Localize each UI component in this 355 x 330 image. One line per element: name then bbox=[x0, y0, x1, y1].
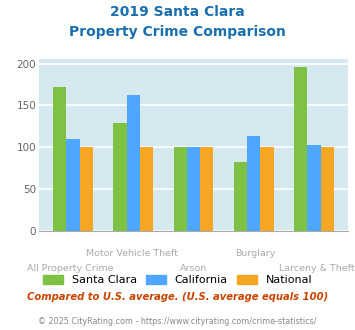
Bar bbox=[247, 136, 260, 231]
Text: Motor Vehicle Theft: Motor Vehicle Theft bbox=[86, 249, 178, 258]
Bar bbox=[187, 147, 200, 231]
Bar bbox=[127, 95, 140, 231]
Text: Larceny & Theft: Larceny & Theft bbox=[279, 264, 355, 273]
Bar bbox=[307, 145, 321, 231]
Bar bbox=[294, 67, 307, 231]
Bar bbox=[174, 147, 187, 231]
Text: 2019 Santa Clara: 2019 Santa Clara bbox=[110, 5, 245, 19]
Text: All Property Crime: All Property Crime bbox=[27, 264, 113, 273]
Bar bbox=[66, 139, 80, 231]
Text: Burglary: Burglary bbox=[235, 249, 275, 258]
Text: Arson: Arson bbox=[180, 264, 207, 273]
Text: © 2025 CityRating.com - https://www.cityrating.com/crime-statistics/: © 2025 CityRating.com - https://www.city… bbox=[38, 317, 317, 326]
Text: Property Crime Comparison: Property Crime Comparison bbox=[69, 25, 286, 39]
Bar bbox=[140, 147, 153, 231]
Bar bbox=[113, 123, 127, 231]
Bar bbox=[200, 147, 213, 231]
Bar bbox=[234, 162, 247, 231]
Bar bbox=[80, 147, 93, 231]
Bar bbox=[260, 147, 274, 231]
Text: Compared to U.S. average. (U.S. average equals 100): Compared to U.S. average. (U.S. average … bbox=[27, 292, 328, 302]
Bar bbox=[321, 147, 334, 231]
Bar bbox=[53, 87, 66, 231]
Legend: Santa Clara, California, National: Santa Clara, California, National bbox=[39, 271, 316, 289]
